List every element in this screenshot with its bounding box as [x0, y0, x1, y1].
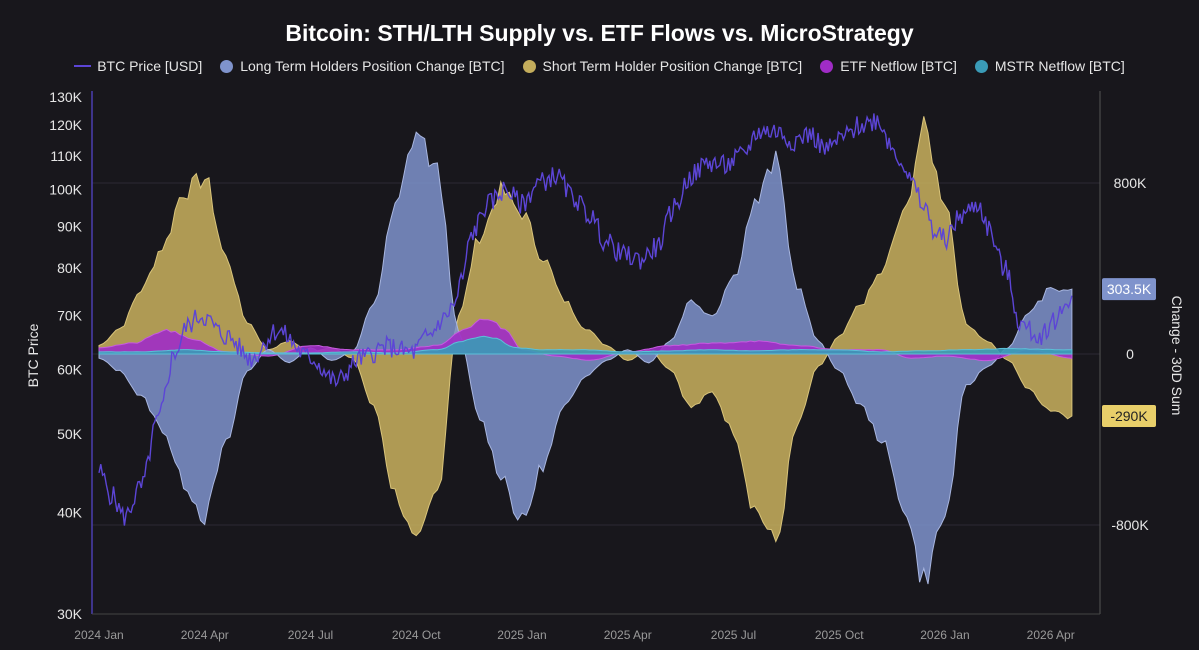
- lth-last-value-badge-text: 303.5K: [1107, 281, 1152, 297]
- legend-dot-icon: [820, 59, 834, 73]
- legend-item-sth[interactable]: Short Term Holder Position Change [BTC]: [522, 58, 803, 74]
- y-left-tick-label: 100K: [49, 182, 82, 198]
- sth-last-value-badge-box: [1102, 404, 1156, 427]
- price-line-layer: [98, 113, 1073, 526]
- legend-item-btc-price[interactable]: BTC Price [USD]: [74, 58, 202, 74]
- legend-label: BTC Price [USD]: [97, 58, 203, 74]
- y-right-tick-label: 800K: [1114, 175, 1147, 191]
- legend-dot-icon: [974, 59, 988, 73]
- btc-price-line: [98, 113, 1073, 526]
- legend-label: ETF Netflow [BTC]: [840, 58, 957, 74]
- y-right-tick-label: -800K: [1111, 517, 1149, 533]
- series-areas: [98, 116, 1073, 585]
- y-right-axis-title: Change - 30D Sum: [1169, 296, 1185, 416]
- sth-last-value-badge: -290K: [1102, 404, 1156, 427]
- x-tick-label: 2025 Oct: [815, 628, 864, 642]
- legend-label: Long Term Holders Position Change [BTC]: [240, 58, 505, 74]
- x-tick-label: 2026 Jan: [920, 628, 969, 642]
- axes: 30K 40K 50K 60K 70K 80K 90K 100K 110K 120K 130K 800…: [25, 89, 1185, 642]
- x-tick-label: 2024 Apr: [181, 628, 229, 642]
- lth-last-value-badge: 303.5K: [1102, 278, 1156, 301]
- y-left-tick-label: 90K: [57, 219, 83, 235]
- legend-item-lth[interactable]: Long Term Holders Position Change [BTC]: [220, 58, 505, 74]
- y-left-tick-label: 130K: [49, 89, 82, 105]
- legend-label: Short Term Holder Position Change [BTC]: [542, 58, 803, 74]
- y-left-tick-label: 80K: [57, 260, 83, 276]
- y-left-tick-label: 40K: [57, 505, 83, 521]
- lth-last-value-badge-box: [1102, 278, 1156, 301]
- x-tick-label: 2026 Apr: [1027, 628, 1075, 642]
- y-left-tick-label: 120K: [49, 117, 82, 133]
- legend-item-mstr[interactable]: MSTR Netflow [BTC]: [974, 58, 1125, 74]
- legend-label: MSTR Netflow [BTC]: [994, 58, 1125, 74]
- legend-dot-icon: [522, 59, 536, 73]
- x-tick-label: 2025 Apr: [604, 628, 652, 642]
- y-left-axis-title: BTC Price: [25, 323, 41, 387]
- x-tick-label: 2025 Jan: [497, 628, 546, 642]
- x-tick-label: 2025 Jul: [711, 628, 756, 642]
- y-left-tick-label: 50K: [57, 426, 83, 442]
- y-left-tick-label: 110K: [50, 148, 82, 164]
- chart-title: Bitcoin: STH/LTH Supply vs. ETF Flows vs…: [285, 20, 914, 46]
- sth-area: [98, 116, 1073, 543]
- y-right-tick-label: 0: [1126, 346, 1134, 362]
- legend-line-icon: [74, 65, 92, 67]
- legend: BTC Price [USD] Long Term Holders Positi…: [0, 58, 1199, 74]
- x-tick-label: 2024 Oct: [392, 628, 441, 642]
- x-tick-label: 2024 Jan: [74, 628, 123, 642]
- legend-item-etf[interactable]: ETF Netflow [BTC]: [820, 58, 957, 74]
- y-left-tick-label: 70K: [57, 307, 83, 323]
- y-left-tick-label: 30K: [57, 606, 83, 622]
- y-left-tick-label: 60K: [57, 362, 83, 378]
- x-tick-label: 2024 Jul: [288, 628, 333, 642]
- mstr-netflow-area: [98, 335, 1073, 355]
- legend-dot-icon: [220, 59, 234, 73]
- sth-last-value-badge-text: -290K: [1110, 408, 1148, 424]
